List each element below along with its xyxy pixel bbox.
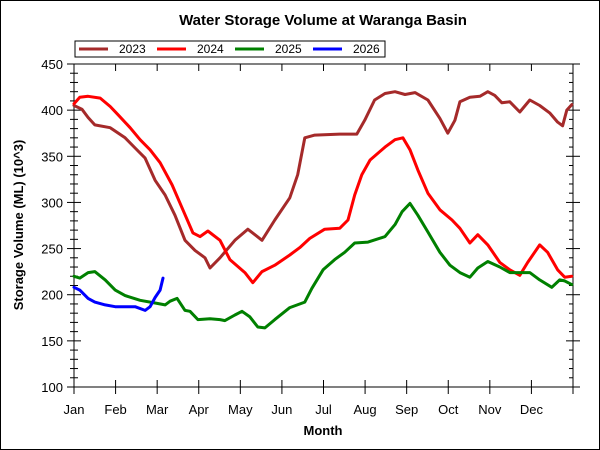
x-tick-label: Jun (271, 402, 292, 417)
plot-area-border (73, 63, 574, 388)
y-tick-label: 300 (41, 195, 63, 210)
legend: 2023 2024 2025 2026 (74, 40, 386, 58)
x-tick-label: Nov (478, 402, 502, 417)
legend-label-2023: 2023 (119, 42, 146, 56)
chart-title: Water Storage Volume at Waranga Basin (179, 12, 467, 29)
legend-box (74, 40, 386, 58)
x-tick-label: Apr (189, 402, 210, 417)
x-tick-label: Jul (315, 402, 332, 417)
series-line-2024 (72, 94, 574, 285)
series-line-2025 (72, 201, 574, 330)
x-tick-label: May (228, 402, 253, 417)
y-tick-label: 350 (41, 149, 63, 164)
x-tick-label: Oct (438, 402, 459, 417)
y-tick-label: 200 (41, 288, 63, 303)
y-tick-label: 100 (41, 380, 63, 395)
y-tick-label: 150 (41, 334, 63, 349)
x-tick-label: Feb (104, 402, 126, 417)
x-tick-label: Dec (520, 402, 544, 417)
y-tick-label: 400 (41, 103, 63, 118)
legend-label-2025: 2025 (275, 42, 302, 56)
series-group (72, 90, 574, 330)
axes: 100 150 200 250 300 350 400 450 Jan Feb Mar Apr May… (41, 57, 580, 417)
x-tick-label: Sep (395, 402, 418, 417)
y-tick-label: 450 (41, 57, 63, 72)
x-tick-label: Mar (146, 402, 169, 417)
legend-label-2026: 2026 (353, 42, 380, 56)
y-tick-label: 250 (41, 242, 63, 257)
x-tick-label: Aug (354, 402, 377, 417)
y-axis-label: Storage Volume (ML) (10^3) (11, 140, 26, 311)
x-axis-label: Month (304, 423, 343, 438)
legend-label-2024: 2024 (197, 42, 224, 56)
series-line-2023 (72, 90, 574, 270)
series-line-2026 (72, 276, 165, 312)
x-tick-label: Jan (64, 402, 85, 417)
